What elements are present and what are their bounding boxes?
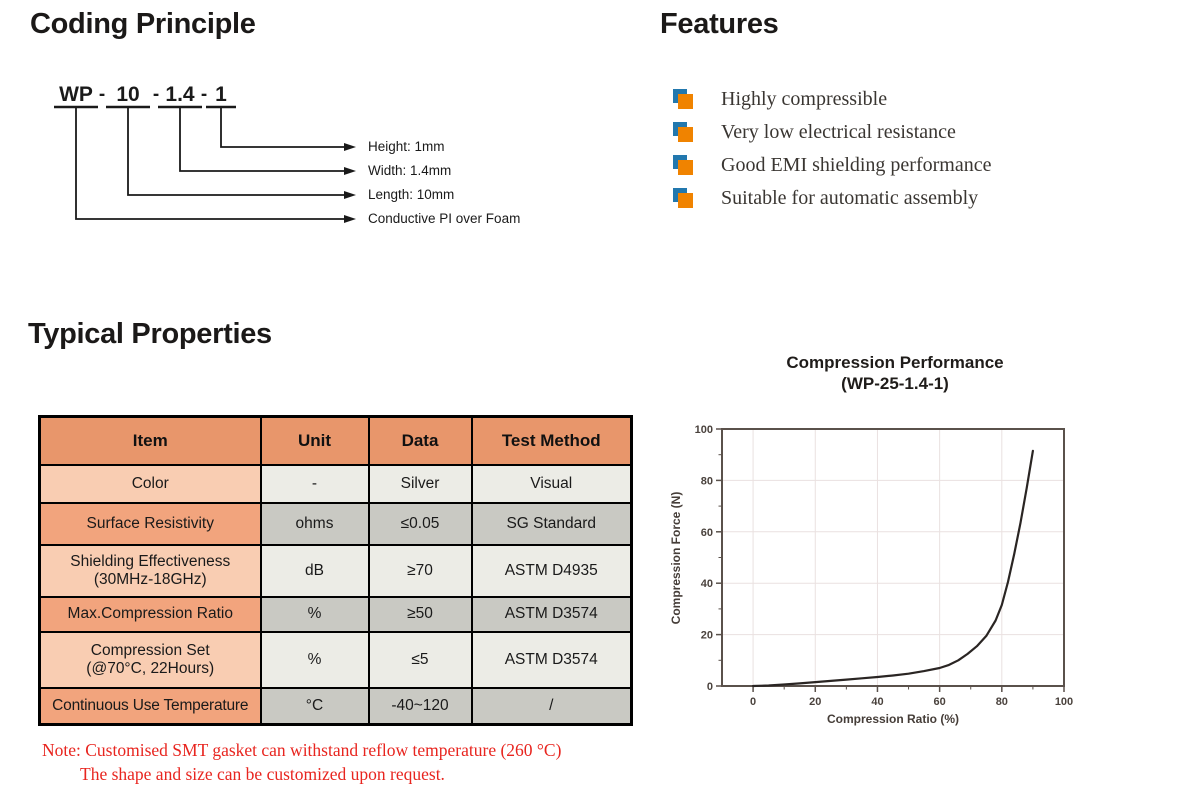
- code-segment-width: 1.4: [165, 83, 195, 106]
- item-cell: Compression Set (@70°C, 22Hours): [38, 630, 262, 689]
- arrow-icon: [344, 167, 356, 175]
- bullet-square-icon: [673, 122, 694, 143]
- x-axis-label: Compression Ratio (%): [827, 712, 959, 726]
- method-cell: ASTM D3574: [470, 595, 633, 633]
- method-cell: ASTM D4935: [470, 543, 633, 598]
- code-segment-prefix: WP: [59, 83, 93, 106]
- table-row: Continuous Use Temperature °C -40~120 /: [38, 686, 633, 726]
- compression-performance-chart: 0 20 40 60 80 100 0 20 40 60 80 100 Compression For…: [669, 424, 1074, 726]
- method-cell: SG Standard: [470, 501, 633, 546]
- table-header-row: Item Unit Data Test Method: [38, 415, 633, 466]
- chart-subtitle: (WP-25-1.4-1): [841, 374, 949, 393]
- bullet-square-icon: [673, 155, 694, 176]
- data-cell: ≤0.05: [367, 501, 473, 546]
- feature-text: Very low electrical resistance: [721, 121, 956, 143]
- features-list: Highly compressible Very low electrical …: [673, 88, 991, 220]
- code-label-width: Width: 1.4mm: [368, 163, 451, 178]
- svg-text:80: 80: [701, 475, 713, 487]
- table-row: Compression Set (@70°C, 22Hours) % ≤5 AST…: [38, 630, 633, 689]
- svg-text:0: 0: [707, 681, 713, 693]
- note-line-1: Note: Customised SMT gasket can withstan…: [42, 740, 562, 760]
- bullet-square-icon: [673, 89, 694, 110]
- svg-text:60: 60: [701, 527, 713, 539]
- svg-text:0: 0: [750, 696, 756, 708]
- code-label-length: Length: 10mm: [368, 187, 454, 202]
- feature-text: Suitable for automatic assembly: [721, 187, 979, 209]
- code-separator: -: [201, 84, 207, 105]
- arrow-icon: [344, 215, 356, 223]
- data-cell: ≤5: [367, 630, 473, 689]
- svg-text:60: 60: [934, 696, 946, 708]
- bullet-square-icon: [673, 188, 694, 209]
- column-header-unit: Unit: [259, 415, 370, 466]
- data-cell: -40~120: [367, 686, 473, 726]
- method-cell: ASTM D3574: [470, 630, 633, 689]
- svg-text:20: 20: [809, 696, 821, 708]
- data-cell: ≥70: [367, 543, 473, 598]
- table-row: Color - Silver Visual: [38, 463, 633, 504]
- data-cell: ≥50: [367, 595, 473, 633]
- svg-text:100: 100: [1055, 696, 1073, 708]
- data-cell: Silver: [367, 463, 473, 504]
- feature-item: Good EMI shielding performance: [673, 154, 991, 187]
- unit-cell: dB: [259, 543, 370, 598]
- item-cell: Color: [38, 463, 262, 504]
- code-segment-length: 10: [116, 83, 139, 106]
- unit-cell: -: [259, 463, 370, 504]
- features-title: Features: [660, 8, 779, 40]
- feature-item: Very low electrical resistance: [673, 121, 991, 154]
- svg-text:100: 100: [695, 424, 713, 436]
- method-cell: Visual: [470, 463, 633, 504]
- code-separator: -: [99, 84, 105, 105]
- typical-properties-title: Typical Properties: [28, 318, 272, 350]
- method-cell: /: [470, 686, 633, 726]
- arrow-icon: [344, 143, 356, 151]
- column-header-item: Item: [38, 415, 262, 466]
- chart-plot-area: 0 20 40 60 80 100 0 20 40 60 80 100: [695, 424, 1074, 708]
- item-cell: Max.Compression Ratio: [38, 595, 262, 633]
- coding-diagram: WP - 10 - 1.4 - 1 Height: 1mm Width: 1.4…: [54, 83, 520, 226]
- code-separator: -: [153, 84, 159, 105]
- item-cell: Continuous Use Temperature: [38, 686, 262, 726]
- unit-cell: %: [259, 630, 370, 689]
- column-header-test-method: Test Method: [470, 415, 633, 466]
- chart-title: Compression Performance: [786, 353, 1004, 372]
- unit-cell: ohms: [259, 501, 370, 546]
- unit-cell: °C: [259, 686, 370, 726]
- feature-item: Highly compressible: [673, 88, 991, 121]
- column-header-data: Data: [367, 415, 473, 466]
- code-label-material: Conductive PI over Foam: [368, 211, 520, 226]
- table-row: Max.Compression Ratio % ≥50 ASTM D3574: [38, 595, 633, 633]
- chart-title-block: Compression Performance (WP-25-1.4-1): [655, 352, 1135, 394]
- feature-text: Highly compressible: [721, 88, 888, 110]
- note-line-2: The shape and size can be customized upo…: [80, 764, 445, 784]
- unit-cell: %: [259, 595, 370, 633]
- arrow-icon: [344, 191, 356, 199]
- code-segment-height: 1: [215, 83, 227, 106]
- feature-item: Suitable for automatic assembly: [673, 187, 991, 220]
- properties-table: Item Unit Data Test Method Color - Silve…: [38, 415, 633, 726]
- coding-principle-title: Coding Principle: [30, 8, 256, 40]
- feature-text: Good EMI shielding performance: [721, 154, 992, 176]
- y-axis-label: Compression Force (N): [669, 492, 683, 625]
- table-row: Shielding Effectiveness (30MHz-18GHz) dB …: [38, 543, 633, 598]
- note: Note: Customised SMT gasket can withstan…: [42, 738, 561, 786]
- svg-text:80: 80: [996, 696, 1008, 708]
- code-label-height: Height: 1mm: [368, 139, 445, 154]
- table-row: Surface Resistivity ohms ≤0.05 SG Standa…: [38, 501, 633, 546]
- item-cell: Shielding Effectiveness (30MHz-18GHz): [38, 543, 262, 598]
- svg-text:40: 40: [871, 696, 883, 708]
- svg-text:40: 40: [701, 578, 713, 590]
- svg-text:20: 20: [701, 630, 713, 642]
- item-cell: Surface Resistivity: [38, 501, 262, 546]
